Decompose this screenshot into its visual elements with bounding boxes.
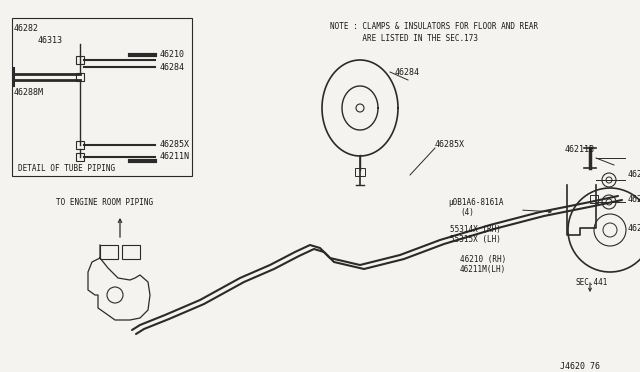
Text: 46210 (RH): 46210 (RH) [460, 255, 506, 264]
Text: TO ENGINE ROOM PIPING: TO ENGINE ROOM PIPING [56, 198, 153, 207]
Text: 46288M: 46288M [14, 88, 44, 97]
Text: 46211C: 46211C [628, 170, 640, 179]
Text: 46285X: 46285X [435, 140, 465, 149]
Text: DETAIL OF TUBE PIPING: DETAIL OF TUBE PIPING [18, 164, 115, 173]
Text: 46282: 46282 [14, 24, 39, 33]
Text: 55314X (RH): 55314X (RH) [450, 225, 501, 234]
Text: µ0B1A6-8161A: µ0B1A6-8161A [448, 198, 504, 207]
Text: 46284: 46284 [160, 63, 185, 72]
Bar [76, 73, 84, 81]
Text: NOTE : CLAMPS & INSULATORS FOR FLOOR AND REAR: NOTE : CLAMPS & INSULATORS FOR FLOOR AND… [330, 22, 538, 31]
Bar [76, 141, 84, 149]
Text: 46284: 46284 [395, 68, 420, 77]
Bar [355, 168, 365, 176]
Text: J4620 76: J4620 76 [560, 362, 600, 371]
Text: 46211M(LH): 46211M(LH) [460, 265, 506, 274]
Text: 46210: 46210 [160, 50, 185, 59]
Bar [76, 56, 84, 64]
Bar [100, 245, 118, 259]
Text: (4): (4) [460, 208, 474, 217]
Bar [12, 18, 192, 176]
Bar [122, 245, 140, 259]
Text: SEC.441: SEC.441 [575, 278, 607, 287]
Text: 46211D: 46211D [628, 195, 640, 204]
Bar [590, 195, 598, 203]
Bar [76, 153, 84, 161]
Text: 46211B: 46211B [565, 145, 595, 154]
Text: 46313: 46313 [38, 36, 63, 45]
Text: 46285X: 46285X [160, 140, 190, 149]
Text: 46211N: 46211N [160, 152, 190, 161]
Text: 55315X (LH): 55315X (LH) [450, 235, 501, 244]
Text: 46211D: 46211D [628, 224, 640, 233]
Text: ARE LISTED IN THE SEC.173: ARE LISTED IN THE SEC.173 [330, 34, 478, 43]
